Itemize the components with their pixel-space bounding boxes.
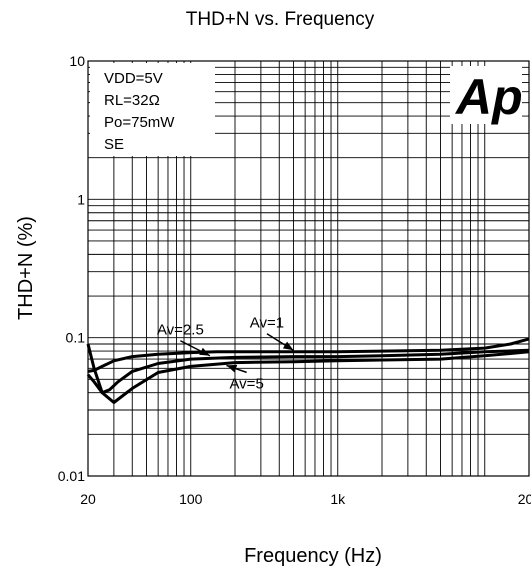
curve-label: Av=5 bbox=[229, 375, 263, 392]
x-tick-label: 20 bbox=[80, 491, 96, 507]
arrow-head bbox=[226, 364, 238, 373]
condition-po: Po=75mW bbox=[104, 114, 175, 131]
y-axis-title: THD+N (%) bbox=[15, 216, 37, 320]
ap-logo: Ap bbox=[450, 66, 523, 125]
series-line bbox=[86, 348, 530, 395]
y-tick-label: 1 bbox=[77, 191, 85, 207]
curves bbox=[86, 337, 530, 404]
curve-label: Av=2.5 bbox=[157, 322, 204, 339]
x-tick-label: 1k bbox=[330, 491, 346, 507]
arrow-head bbox=[199, 347, 210, 356]
arrow-head bbox=[282, 341, 294, 351]
y-tick-label: 0.1 bbox=[66, 330, 86, 346]
conditions-box: VDD=5V RL=32Ω Po=75mW SE bbox=[90, 63, 215, 156]
condition-vdd: VDD=5V bbox=[104, 70, 163, 87]
x-tick-label: 100 bbox=[179, 491, 203, 507]
series-line bbox=[86, 343, 530, 404]
condition-mode: SE bbox=[104, 136, 124, 153]
curve-label: Av=1 bbox=[250, 315, 284, 332]
svg-text:Ap: Ap bbox=[454, 69, 523, 125]
x-axis-title: Frequency (Hz) bbox=[244, 545, 382, 567]
chart-title: THD+N vs. Frequency bbox=[186, 9, 375, 30]
x-tick-label: 20k bbox=[518, 491, 531, 507]
series-line bbox=[87, 337, 530, 373]
condition-rl: RL=32Ω bbox=[104, 92, 160, 109]
plot-frame bbox=[87, 60, 530, 477]
tick-labels: 20 100 1k 20k 10 1 0.1 0.01 bbox=[58, 53, 531, 507]
y-tick-label: 0.01 bbox=[58, 468, 85, 484]
curve-annotations: Av=1 Av=2.5 Av=5 bbox=[157, 315, 294, 392]
y-tick-label: 10 bbox=[69, 53, 85, 69]
